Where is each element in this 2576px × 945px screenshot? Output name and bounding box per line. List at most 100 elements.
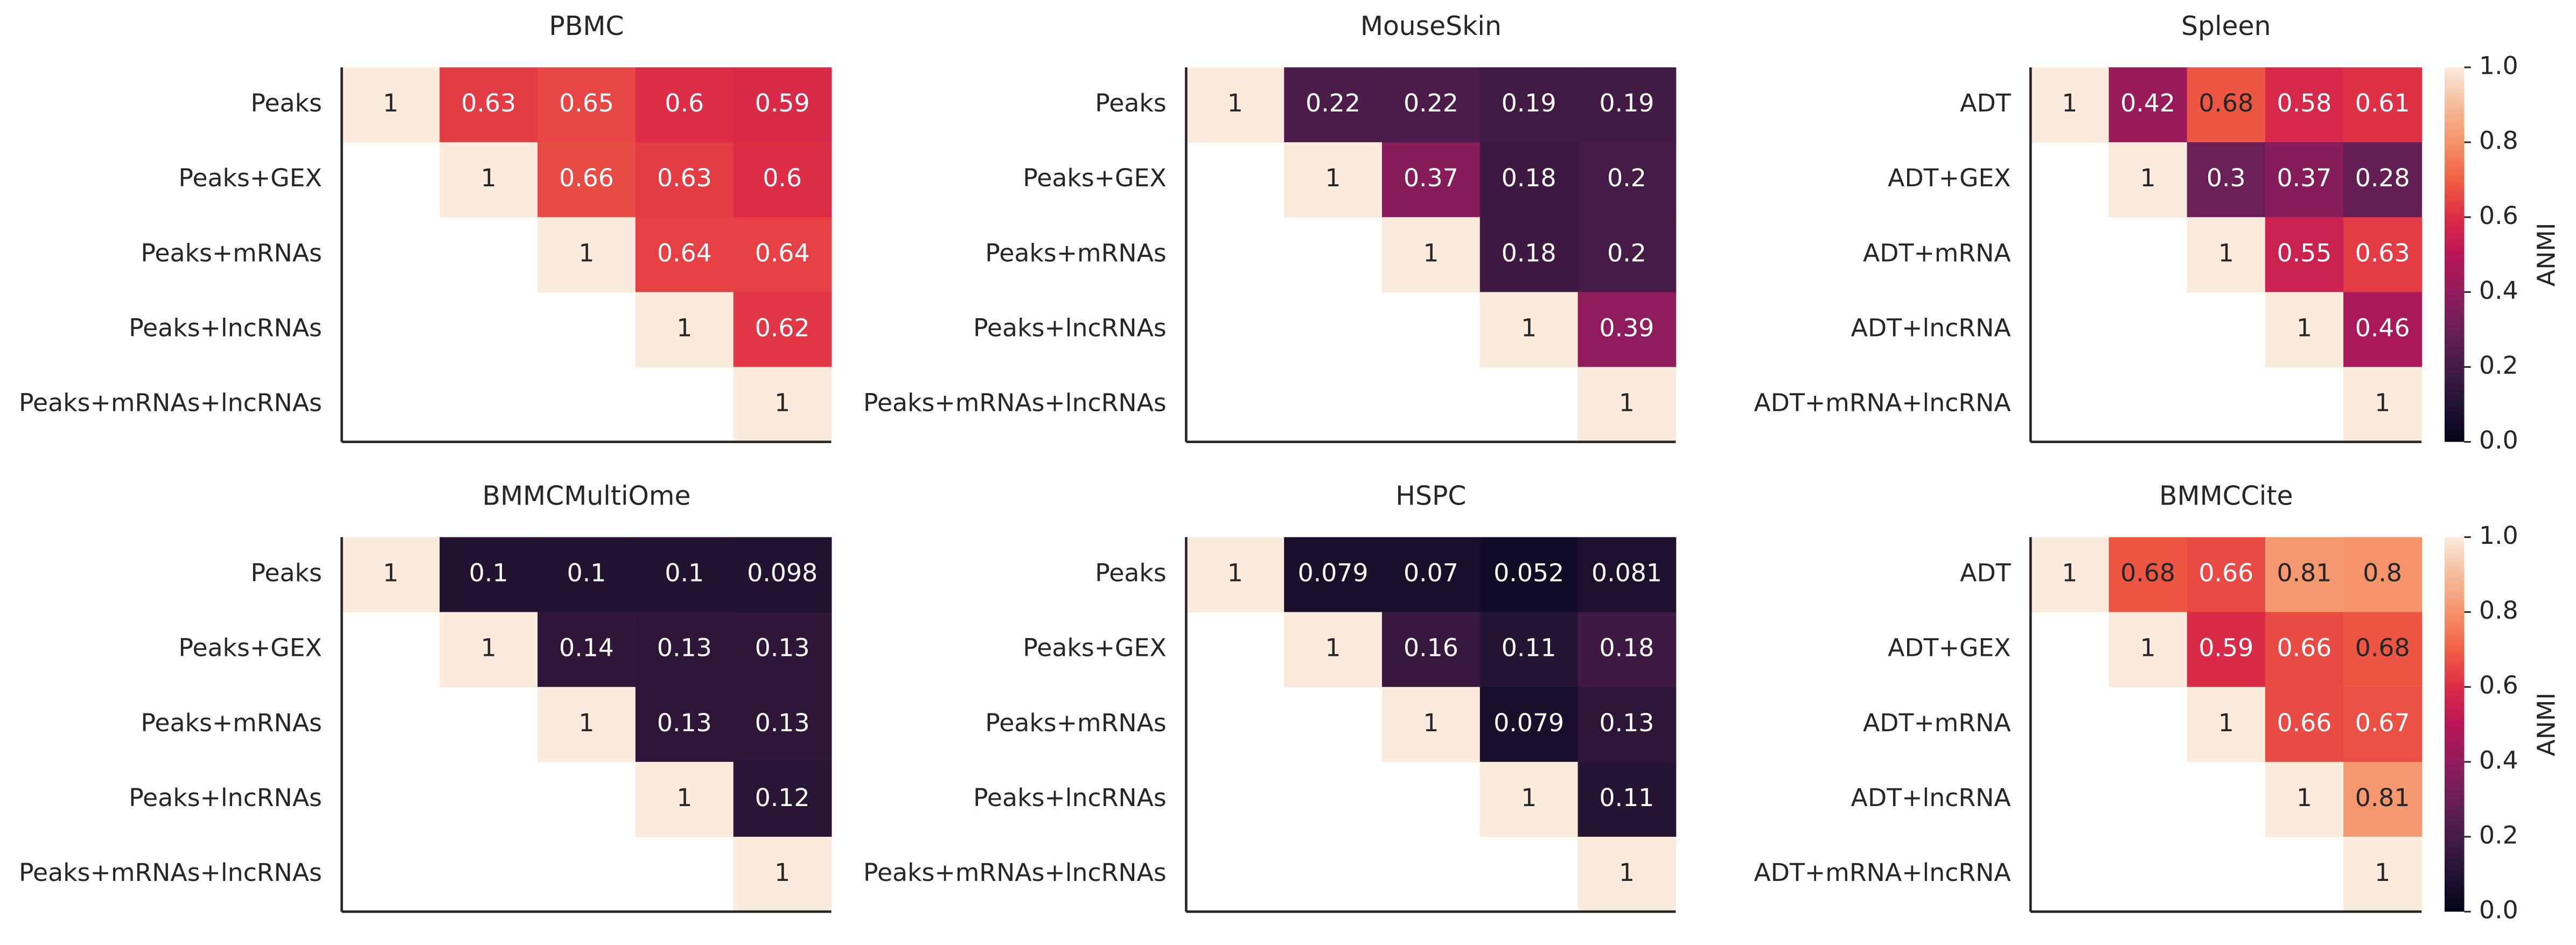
- heatmap-cell: [733, 836, 832, 912]
- row-label: Peaks+mRNAs: [985, 709, 1167, 737]
- cell-label: 1: [2375, 389, 2390, 417]
- cell-label: 0.16: [1404, 634, 1458, 662]
- row-label: Peaks+mRNAs+lncRNAs: [19, 389, 322, 417]
- cell-label: 1: [1521, 313, 1537, 342]
- heatmap-cell: [1577, 67, 1677, 143]
- cell-label: 1: [2296, 313, 2312, 342]
- cell-label: 0.63: [657, 164, 712, 192]
- cell-label: 1: [1325, 164, 1341, 192]
- heatmap-cell: [537, 687, 636, 762]
- row-label: Peaks+mRNAs+lncRNAs: [863, 389, 1167, 417]
- heatmap-cell: [2343, 367, 2423, 443]
- cell-label: 0.63: [2355, 239, 2410, 267]
- cell-label: 0.66: [2277, 709, 2332, 737]
- row-label: Peaks+GEX: [1023, 634, 1167, 662]
- heatmap-cell: [1479, 761, 1579, 837]
- cell-label: 0.39: [1600, 313, 1654, 342]
- cell-label: 1: [383, 89, 399, 117]
- colorbar-tick-label: 1.0: [2479, 52, 2518, 80]
- cell-label: 0.37: [2277, 164, 2332, 192]
- cell-label: 0.6: [665, 89, 704, 117]
- cell-label: 0.68: [2120, 559, 2175, 587]
- cell-label: 0.3: [2207, 164, 2246, 192]
- heatmap-cell: [635, 761, 734, 837]
- cell-label: 0.81: [2277, 559, 2332, 587]
- heatmap-cell: [2343, 761, 2423, 837]
- cell-label: 1: [1423, 709, 1439, 737]
- cell-label: 0.59: [2198, 634, 2253, 662]
- cell-label: 1: [481, 164, 497, 192]
- cell-label: 0.12: [755, 783, 810, 812]
- colorbar-tick-label: 1.0: [2479, 521, 2518, 550]
- cell-label: 0.13: [755, 634, 810, 662]
- heatmap-cell: [2187, 67, 2266, 143]
- cell-label: 0.68: [2355, 634, 2410, 662]
- cell-label: 1: [2140, 164, 2156, 192]
- cell-label: 0.64: [657, 239, 712, 267]
- cell-label: 0.18: [1502, 164, 1556, 192]
- heatmap-cell: [1577, 217, 1677, 293]
- colorbar-tick-label: 0.2: [2479, 821, 2518, 849]
- heatmap-cell: [2187, 612, 2266, 688]
- row-label: Peaks+mRNAs+lncRNAs: [863, 858, 1167, 887]
- heatmap-cell: [1577, 292, 1677, 368]
- cell-label: 0.67: [2355, 709, 2410, 737]
- chart-title: PBMC: [549, 11, 624, 41]
- heatmap-cell: [1479, 687, 1579, 762]
- chart-title: Spleen: [2181, 11, 2271, 41]
- heatmap-cell: [1284, 612, 1383, 688]
- row-label: ADT+GEX: [1888, 634, 2011, 662]
- heatmap-cell: [635, 142, 734, 218]
- heatmap-cell: [2343, 67, 2423, 143]
- cell-label: 0.6: [763, 164, 802, 192]
- heatmap-cell: [439, 537, 539, 613]
- heatmap-cell: [1577, 687, 1677, 762]
- heatmap-cell: [733, 292, 832, 368]
- colorbar-label: ANMI: [2532, 223, 2561, 287]
- heatmap-cell: [1284, 142, 1383, 218]
- heatmap-cell: [2265, 537, 2344, 613]
- colorbar-tick-label: 0.4: [2479, 276, 2518, 305]
- heatmap-cell: [2343, 687, 2423, 762]
- colorbar-tick-label: 0.4: [2479, 746, 2518, 774]
- heatmap-cell: [1577, 367, 1677, 443]
- heatmap-cell: [733, 217, 832, 293]
- heatmap-cell: [2187, 217, 2266, 293]
- heatmap-cell: [1186, 537, 1285, 613]
- colorbar-tick-label: 0.6: [2479, 201, 2518, 230]
- row-label: ADT+mRNA: [1863, 239, 2011, 267]
- heatmap-cell: [2265, 761, 2344, 837]
- heatmap-cell: [2343, 142, 2423, 218]
- cell-label: 1: [1325, 634, 1341, 662]
- row-label: Peaks: [1095, 559, 1166, 587]
- cell-label: 0.1: [665, 559, 704, 587]
- row-label: Peaks+lncRNAs: [973, 313, 1167, 342]
- heatmap-cell: [537, 142, 636, 218]
- heatmap-cell: [733, 67, 832, 143]
- heatmap-cell: [1284, 537, 1383, 613]
- row-label: Peaks+lncRNAs: [973, 783, 1167, 812]
- cell-label: 0.11: [1600, 783, 1654, 812]
- row-label: Peaks: [1095, 89, 1166, 117]
- cell-label: 1: [774, 858, 790, 887]
- colorbar: [2444, 537, 2465, 912]
- heatmap-cell: [635, 687, 734, 762]
- row-label: Peaks+lncRNAs: [129, 313, 322, 342]
- row-label: Peaks+mRNAs: [141, 709, 322, 737]
- cell-label: 0.19: [1600, 89, 1654, 117]
- cell-label: 0.55: [2277, 239, 2332, 267]
- row-label: Peaks+mRNAs: [141, 239, 322, 267]
- cell-label: 1: [578, 709, 594, 737]
- chart-title: BMMCCite: [2159, 480, 2293, 511]
- heatmap-cell: [2343, 836, 2423, 912]
- row-label: Peaks+GEX: [178, 634, 322, 662]
- heatmap-cell: [635, 67, 734, 143]
- heatmap-cell: [1479, 67, 1579, 143]
- heatmap-cell: [733, 367, 832, 443]
- heatmap-cell: [537, 67, 636, 143]
- cell-label: 0.098: [747, 559, 818, 587]
- heatmap-cell: [635, 537, 734, 613]
- heatmap-cell: [733, 761, 832, 837]
- cell-label: 0.68: [2198, 89, 2253, 117]
- row-label: ADT+mRNA+lncRNA: [1754, 858, 2010, 887]
